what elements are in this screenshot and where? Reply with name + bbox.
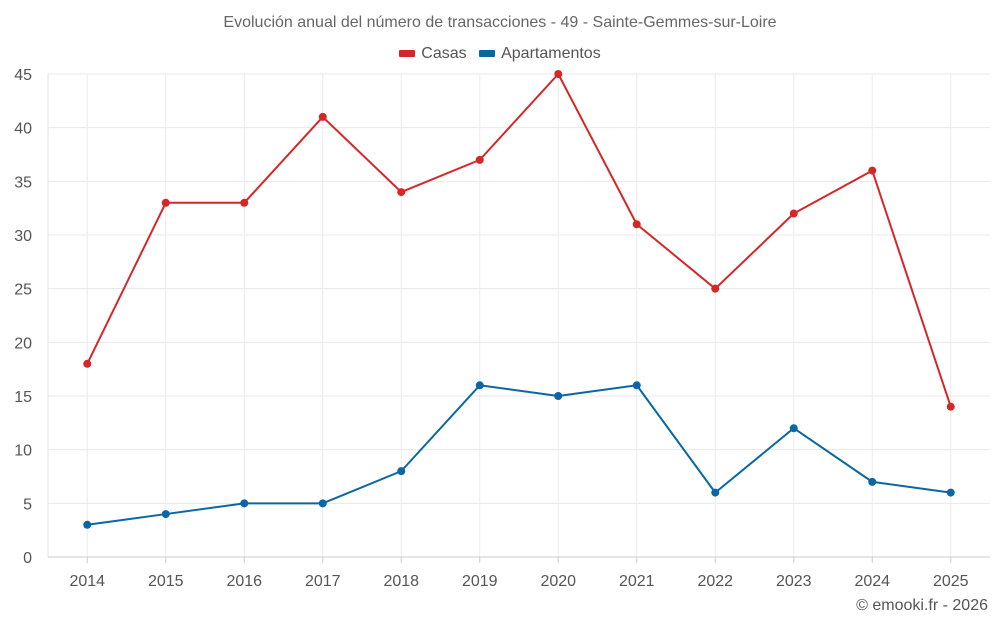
y-tick-label: 0 <box>23 550 32 567</box>
data-point-casas <box>946 402 955 411</box>
y-tick-label: 25 <box>14 282 32 299</box>
data-point-casas <box>161 198 170 207</box>
data-point-apartamentos <box>711 488 720 497</box>
data-point-apartamentos <box>397 467 406 476</box>
x-tick-label: 2015 <box>148 573 184 590</box>
x-tick-label: 2024 <box>854 573 890 590</box>
y-tick-label: 30 <box>14 228 32 245</box>
legend-swatch-casas <box>399 50 416 57</box>
series-line-casas <box>86 73 952 408</box>
data-point-casas <box>83 359 92 368</box>
x-tick-label: 2017 <box>305 573 341 590</box>
y-tick-label: 45 <box>14 67 32 84</box>
data-point-casas <box>789 209 798 218</box>
legend-swatch-apartamentos <box>479 50 496 57</box>
data-point-apartamentos <box>554 392 563 400</box>
data-point-casas <box>397 188 406 197</box>
y-tick-label: 20 <box>14 335 32 352</box>
x-tick-label: 2018 <box>383 573 419 590</box>
data-point-casas <box>318 112 327 121</box>
credit-text: © emooki.fr - 2026 <box>856 597 988 614</box>
x-tick-label: 2014 <box>69 573 105 590</box>
data-point-apartamentos <box>632 381 641 390</box>
chart-title: Evolución anual del número de transaccio… <box>223 14 777 31</box>
x-tick-label: 2022 <box>697 573 733 590</box>
data-point-casas <box>711 284 720 293</box>
legend-label-casas: Casas <box>421 44 467 62</box>
x-tick-label: 2023 <box>776 573 812 590</box>
data-point-apartamentos <box>789 424 798 433</box>
x-tick-label: 2016 <box>226 573 262 590</box>
x-tick-label: 2020 <box>540 573 576 590</box>
y-tick-label: 40 <box>14 121 32 138</box>
legend-item-apartamentos[interactable]: Apartamentos <box>479 45 601 63</box>
data-point-apartamentos <box>83 520 92 529</box>
data-point-casas <box>632 220 641 229</box>
data-point-apartamentos <box>868 477 877 486</box>
data-point-apartamentos <box>946 488 955 497</box>
y-tick-label: 15 <box>14 389 32 406</box>
data-point-apartamentos <box>475 381 484 390</box>
x-tick-label: 2021 <box>619 573 655 590</box>
series-line-apartamentos <box>87 384 951 526</box>
data-point-casas <box>475 155 484 164</box>
data-point-apartamentos <box>161 510 170 519</box>
y-tick-label: 5 <box>23 496 32 513</box>
legend-item-casas[interactable]: Casas <box>399 44 467 63</box>
data-point-apartamentos <box>240 499 249 508</box>
legend: Casas Apartamentos <box>0 44 1000 63</box>
data-point-apartamentos <box>318 499 327 508</box>
y-tick-label: 35 <box>14 174 32 191</box>
y-tick-label: 10 <box>14 443 32 460</box>
x-tick-label: 2025 <box>933 573 969 590</box>
data-point-casas <box>240 198 249 207</box>
data-point-casas <box>868 166 877 175</box>
data-point-casas <box>554 70 563 78</box>
legend-label-apartamentos: Apartamentos <box>501 44 601 62</box>
x-tick-label: 2019 <box>462 573 498 590</box>
